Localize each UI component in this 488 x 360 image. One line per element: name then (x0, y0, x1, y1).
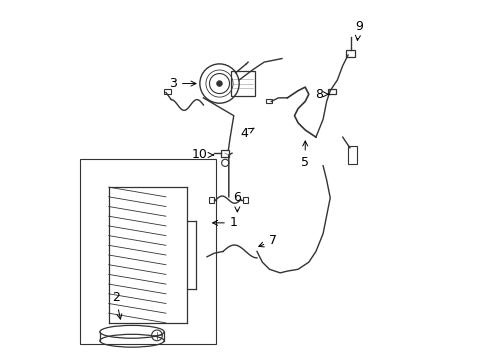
Bar (231, 71, 254, 96)
Bar (347, 146, 356, 164)
Bar (80, 158, 216, 344)
Text: 6: 6 (233, 192, 241, 212)
Text: 1: 1 (212, 216, 237, 229)
Text: 9: 9 (354, 20, 362, 40)
Text: 3: 3 (169, 77, 196, 90)
Bar (164, 89, 171, 94)
Text: 5: 5 (301, 141, 308, 168)
Text: 4: 4 (240, 127, 253, 140)
Text: 7: 7 (258, 234, 277, 247)
Text: 8: 8 (315, 88, 328, 101)
Text: 2: 2 (112, 291, 122, 319)
Bar (242, 197, 247, 203)
Circle shape (216, 81, 222, 86)
Text: 10: 10 (191, 148, 213, 162)
Bar (208, 197, 214, 203)
Bar (346, 50, 354, 57)
Bar (328, 89, 336, 94)
Bar (221, 150, 229, 157)
Bar (265, 99, 272, 103)
